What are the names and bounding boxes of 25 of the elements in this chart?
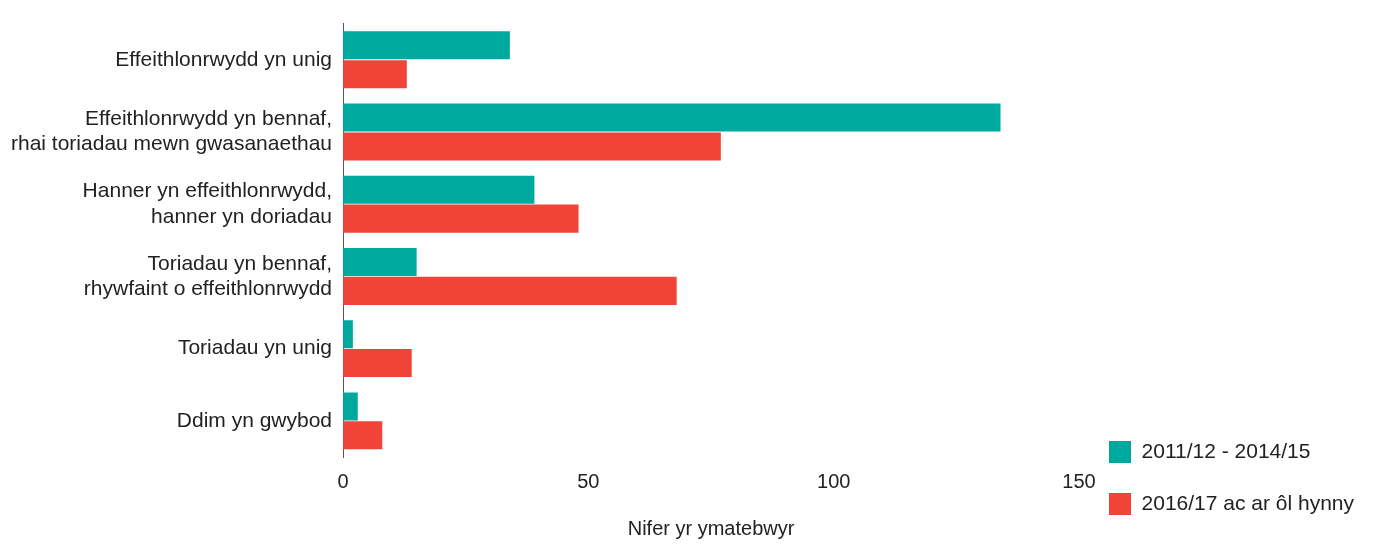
x-tick-label: 0 — [337, 469, 349, 492]
y-tick-label: Effeithlonrwydd yn unig — [115, 46, 333, 70]
y-tick-label: Effeithlonrwydd yn bennaf, rhai toriadau mewn gwasanaethau — [10, 106, 333, 155]
bar — [343, 204, 579, 233]
bar — [343, 103, 1001, 132]
bar — [343, 132, 721, 161]
bar — [343, 421, 383, 450]
x-axis-title: Nifer yr ymatebwyr — [627, 516, 795, 539]
bar — [343, 175, 535, 204]
bar — [343, 60, 407, 89]
x-tick-label: 150 — [1062, 469, 1096, 492]
y-tick-label: Toriadau yn bennaf, rhywfaint o effeithlonrwydd — [83, 250, 333, 299]
y-tick-label: Ddim yn gwybod — [176, 407, 333, 431]
bar — [343, 31, 510, 60]
bar — [343, 392, 358, 421]
bar — [343, 349, 412, 378]
y-tick-label: Hanner yn effeithlonrwydd, hanner yn doriadau — [82, 178, 333, 227]
legend-label: 2016/17 ac ar ôl hynny — [1141, 490, 1355, 514]
x-tick-label: 100 — [817, 469, 851, 492]
bar — [343, 276, 677, 305]
legend-label: 2011/12 - 2014/15 — [1141, 438, 1311, 462]
y-tick-label: Toriadau yn unig — [177, 335, 333, 359]
x-tick-label: 50 — [577, 469, 600, 492]
bar — [343, 247, 417, 276]
bar — [343, 320, 353, 349]
